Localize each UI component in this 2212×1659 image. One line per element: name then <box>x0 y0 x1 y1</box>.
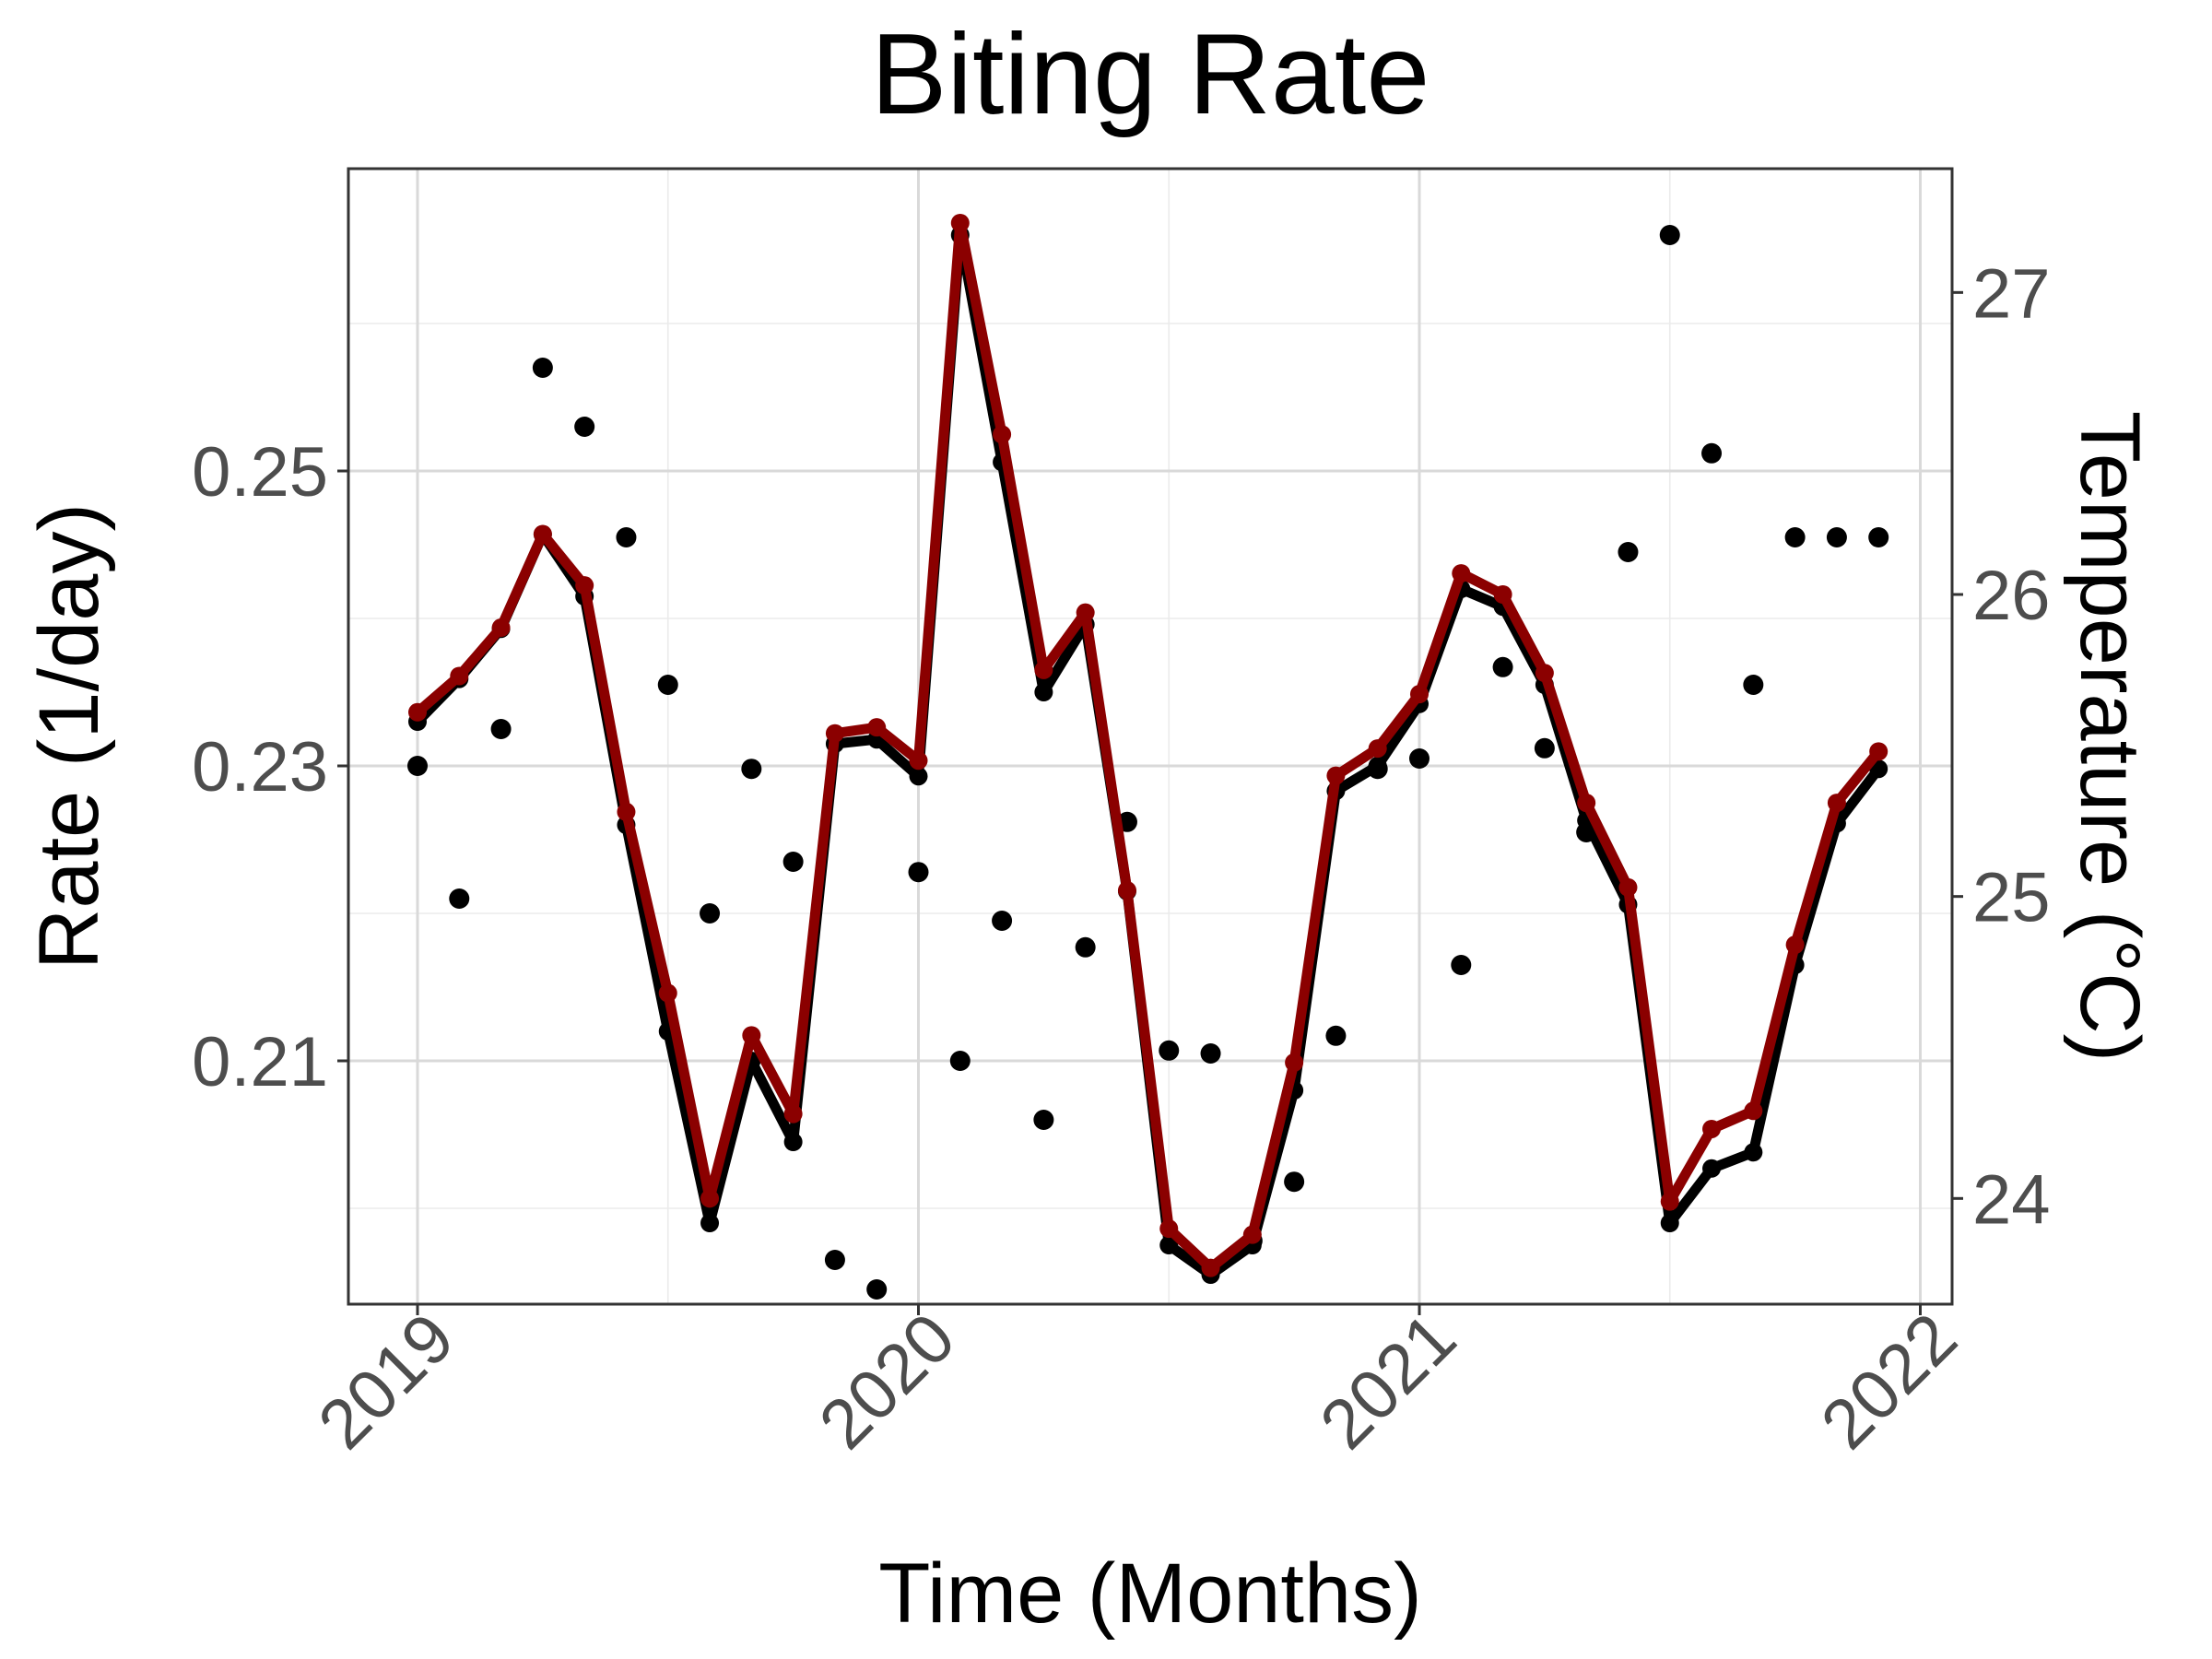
temperature-point <box>1368 739 1387 759</box>
rate-line-point <box>1034 683 1053 701</box>
rate-line-point <box>783 1133 803 1151</box>
temperature-point <box>1159 1219 1179 1239</box>
temperature-point <box>1201 1258 1220 1277</box>
rate-point <box>1534 737 1555 759</box>
rate-point <box>866 1279 888 1300</box>
rate-point <box>1784 527 1806 547</box>
rate-point <box>1743 675 1764 695</box>
rate-line-point <box>909 767 928 786</box>
temperature-point <box>491 618 511 638</box>
rate-point <box>782 852 804 872</box>
temperature-point <box>617 802 636 821</box>
temperature-point <box>742 1026 761 1045</box>
rate-point <box>407 756 428 776</box>
y-tick-label: 0.23 <box>192 728 328 806</box>
x-axis-title: Time (Months) <box>878 1547 1422 1641</box>
temperature-point <box>408 702 427 722</box>
temperature-point <box>783 1104 803 1124</box>
rate-point <box>1284 1171 1305 1193</box>
rate-point <box>1868 527 1889 547</box>
rate-point <box>824 1250 845 1270</box>
plot-panel-border <box>347 167 1954 1306</box>
temperature-point <box>950 213 970 232</box>
temperature-point <box>658 983 677 1003</box>
temperature-point <box>867 718 887 737</box>
temperature-point <box>993 425 1012 444</box>
rate-point <box>657 675 678 695</box>
rate-point <box>1409 748 1430 769</box>
temperature-point <box>1785 935 1805 955</box>
y2-tick-label: 25 <box>1972 859 2051 937</box>
rate-point <box>949 1051 971 1071</box>
temperature-point <box>1326 766 1346 785</box>
temperature-point <box>1535 664 1554 683</box>
temperature-point <box>1452 564 1471 583</box>
temperature-line <box>414 218 1883 1274</box>
rate-point <box>1075 936 1096 958</box>
rate-point <box>1492 656 1513 677</box>
rate-point <box>1618 542 1639 562</box>
rate-point <box>700 903 721 924</box>
temperature-point <box>1034 660 1053 679</box>
temperature-point <box>533 524 552 544</box>
rate-point <box>1159 1040 1180 1061</box>
temperature-point <box>1702 1119 1722 1138</box>
rate-line-point <box>700 1214 720 1232</box>
rate-point <box>992 911 1013 931</box>
series-layer <box>407 213 1889 1300</box>
rate-point <box>1826 527 1847 547</box>
rate-point <box>908 862 929 883</box>
temperature-point <box>825 724 844 743</box>
temperature-point <box>1285 1053 1304 1072</box>
rate-point <box>1033 1110 1054 1130</box>
rate-point <box>490 719 512 739</box>
y2-axis-title: Temperature (°C) <box>2063 411 2157 1063</box>
temperature-point <box>1410 685 1429 704</box>
temperature-point <box>1242 1225 1262 1244</box>
temperature-point <box>1117 881 1136 900</box>
rate-point <box>574 417 595 437</box>
temperature-point <box>450 666 469 686</box>
rate-line-point <box>1660 1214 1679 1232</box>
rate-point <box>1325 1025 1347 1046</box>
rate-point <box>1659 225 1680 245</box>
temperature-point <box>1869 742 1888 761</box>
rate-point <box>1701 442 1723 464</box>
temperature-point <box>909 751 928 771</box>
rate-line-point <box>1744 1143 1763 1162</box>
temperature-point <box>1493 585 1512 604</box>
temperature-point <box>575 576 594 595</box>
y-tick-label: 0.21 <box>192 1023 328 1101</box>
temperature-point <box>1660 1192 1679 1211</box>
rate-point <box>1451 955 1472 975</box>
rate-point <box>532 358 553 378</box>
y-axis-title: Rate (1/day) <box>22 503 116 970</box>
rate-point <box>741 759 762 780</box>
temperature-point <box>1744 1101 1763 1121</box>
rate-line-point <box>1702 1159 1722 1178</box>
rate-point <box>616 527 637 547</box>
y2-tick-label: 27 <box>1972 254 2051 333</box>
rate-point <box>1200 1043 1221 1064</box>
y2-tick-label: 24 <box>1972 1160 2051 1239</box>
y-tick-label: 0.25 <box>192 433 328 512</box>
temperature-point <box>700 1189 720 1208</box>
temperature-point <box>1618 877 1638 897</box>
y2-tick-label: 26 <box>1972 557 2051 635</box>
chart-title: Biting Rate <box>871 11 1430 138</box>
temperature-point <box>1827 794 1846 813</box>
rate-line-point <box>1159 1236 1179 1254</box>
rate-point <box>449 888 470 909</box>
rate-line-point <box>1368 757 1387 775</box>
temperature-point <box>1577 794 1596 813</box>
temperature-point <box>1076 603 1095 622</box>
